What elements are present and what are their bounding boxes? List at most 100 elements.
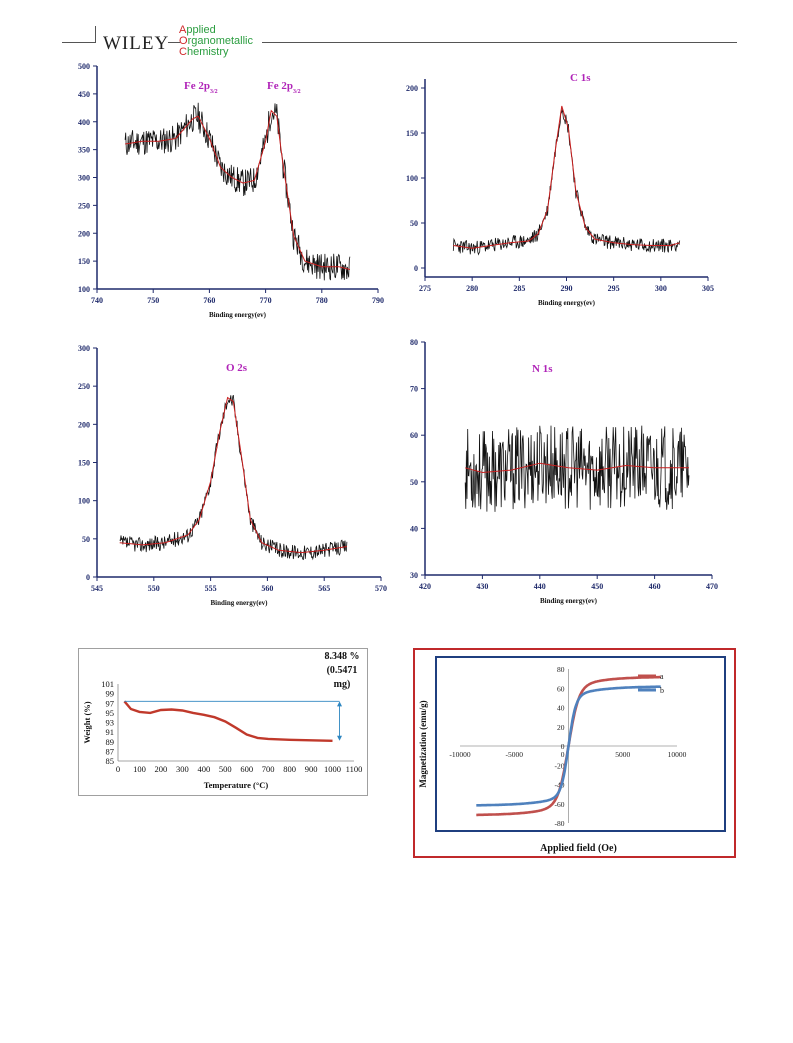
x-tick-label: 560: [261, 584, 273, 593]
x-tick-label: 0: [561, 750, 565, 759]
xps-c1s-chart: 0 50 100 150 200 275 280 285 290 295 300 305 Binding…: [385, 72, 720, 325]
fit-line: [119, 396, 347, 554]
y-tick-label: 150: [78, 257, 90, 266]
y-tick-label: 300: [78, 174, 90, 183]
y-tick-label: 100: [78, 285, 90, 294]
x-tick-label: 760: [203, 296, 215, 305]
y-tick-label: 80: [410, 338, 418, 347]
x-tick-label: 900: [305, 764, 318, 774]
y-tick-label: 93: [106, 718, 115, 728]
x-tick-label: 555: [205, 584, 217, 593]
xps-n1s-chart: 30 40 50 60 70 80 420 430 440 450 460 470 Binding en…: [385, 335, 720, 610]
publisher-logo: WILEY: [103, 33, 170, 54]
y-tick-label: 300: [78, 344, 90, 353]
y-tick-label: 400: [78, 118, 90, 127]
legend-label-b: b: [660, 686, 664, 695]
xps-fe2p-chart: 100 150 200 250 300 350 400 450 500 740 750 760 770 7…: [60, 55, 390, 325]
y-tick-label: 85: [106, 756, 115, 766]
header-rule-left: [62, 42, 96, 43]
x-tick-label: 500: [219, 764, 232, 774]
x-tick-label: 780: [316, 296, 328, 305]
x-tick-label: 5000: [615, 750, 630, 759]
x-tick-label: 740: [91, 296, 103, 305]
x-tick-label: 1000: [324, 764, 341, 774]
x-tick-label: 300: [655, 284, 667, 293]
x-tick-label: 800: [283, 764, 296, 774]
y-tick-label: 0: [561, 742, 565, 751]
x-tick-label: -10000: [449, 750, 470, 759]
y-tick-label: 89: [106, 737, 115, 747]
y-tick-label: 40: [410, 524, 418, 533]
y-tick-label: 250: [78, 382, 90, 391]
header-rule-mid: [168, 42, 180, 43]
y-tick-label: 200: [78, 420, 90, 429]
y-tick-label: 30: [410, 571, 418, 580]
legend-label-a: a: [660, 672, 664, 681]
y-tick-label: 70: [410, 385, 418, 394]
x-tick-label: 545: [91, 584, 103, 593]
x-axis-label: Binding energy(ev): [540, 597, 598, 605]
y-tick-label: 40: [557, 704, 565, 713]
x-tick-label: 420: [419, 582, 431, 591]
x-axis-label: Temperature (°C): [204, 780, 269, 790]
x-tick-label: 275: [419, 284, 431, 293]
y-tick-label: 87: [106, 746, 115, 756]
x-tick-label: 100: [133, 764, 146, 774]
y-tick-label: 250: [78, 201, 90, 210]
y-tick-label: 97: [106, 698, 115, 708]
y-tick-label: 100: [78, 497, 90, 506]
x-tick-label: 300: [176, 764, 189, 774]
x-tick-label: 570: [375, 584, 387, 593]
y-tick-label: 150: [78, 459, 90, 468]
y-tick-label: 0: [414, 264, 418, 273]
fit-line: [125, 109, 351, 270]
fit-line: [465, 462, 689, 474]
x-tick-label: 470: [706, 582, 718, 591]
vsm-chart: -80 -60 -40 -20 0 20 40 60 80 -10000 -5000 5000 1000…: [413, 648, 736, 858]
xps-o2s-chart: 0 50 100 150 200 250 300 545 550 555 560 565 570 Bind…: [60, 340, 390, 610]
x-tick-label: 600: [240, 764, 253, 774]
x-tick-label: 450: [591, 582, 603, 591]
x-tick-label: 440: [534, 582, 546, 591]
peak-label: Fe 2p3/2: [184, 80, 218, 95]
x-tick-label: 460: [649, 582, 661, 591]
x-tick-label: 280: [466, 284, 478, 293]
spectrum-line: [452, 108, 681, 256]
header-rule-right: [262, 42, 737, 43]
spectrum-line: [464, 425, 690, 512]
arrow-head-up: [337, 701, 343, 707]
x-axis-label: Applied field (Oe): [540, 843, 617, 854]
y-axis-label: Weight (%): [82, 701, 92, 743]
x-tick-label: 1100: [346, 764, 363, 774]
x-tick-label: 0: [116, 764, 120, 774]
mass-loss-annotation: (0.5471: [327, 665, 358, 676]
fit-line: [453, 105, 680, 249]
y-tick-label: 100: [406, 174, 418, 183]
arrow-head-down: [337, 735, 343, 741]
y-axis-label: Magnetization (emu/g): [418, 700, 428, 787]
x-axis-label: Binding energy(ev): [209, 311, 267, 319]
mass-loss-annotation: mg): [334, 679, 351, 690]
y-tick-label: 450: [78, 90, 90, 99]
y-tick-label: 60: [557, 684, 565, 693]
y-tick-label: 200: [78, 229, 90, 238]
x-tick-label: 550: [148, 584, 160, 593]
y-tick-label: 200: [406, 84, 418, 93]
mass-loss-annotation: 8.348 %: [325, 651, 360, 662]
x-tick-label: 285: [513, 284, 525, 293]
tga-chart: 85 87 89 91 93 95 97 99 101 0 100 200 300 400 500 600 70…: [78, 648, 368, 796]
x-axis-label: Binding energy(ev): [211, 599, 269, 607]
y-tick-label: -80: [555, 819, 565, 828]
y-tick-label: 91: [106, 727, 115, 737]
peak-label: C 1s: [570, 72, 591, 84]
x-tick-label: 430: [476, 582, 488, 591]
y-tick-label: 50: [82, 535, 90, 544]
x-tick-label: 10000: [668, 750, 687, 759]
tga-curve: [123, 700, 333, 742]
x-tick-label: 400: [197, 764, 210, 774]
y-tick-label: -20: [555, 761, 565, 770]
journal-title-line-2: Organometallic: [179, 35, 253, 47]
journal-header: WILEY Applied Organometallic Chemistry: [0, 0, 793, 62]
y-tick-label: 50: [410, 478, 418, 487]
y-tick-label: 500: [78, 62, 90, 71]
